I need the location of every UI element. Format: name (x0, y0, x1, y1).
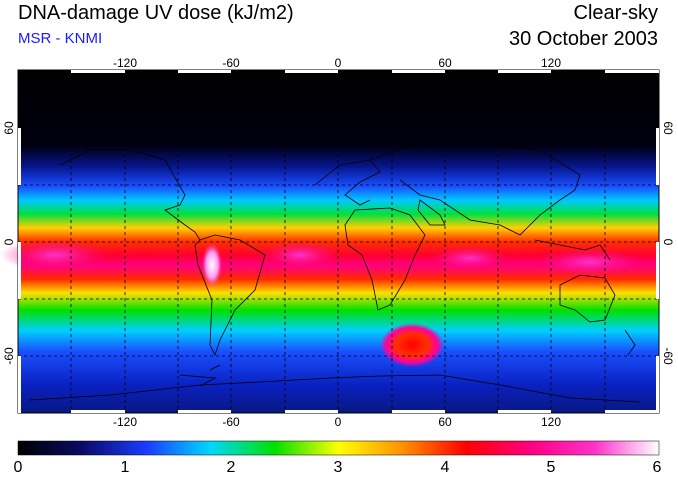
date-label: 30 October 2003 (509, 28, 658, 50)
lat-label: 60 (661, 121, 675, 135)
colorbar-label: 2 (226, 459, 236, 476)
lon-label: -60 (222, 56, 240, 70)
colorbar-label: 0 (13, 459, 23, 476)
map-title: DNA-damage UV dose (kJ/m2) (18, 2, 294, 24)
bottom-longitude-labels: -120 -60 0 60 120 (113, 415, 561, 429)
andes-maximum (202, 243, 222, 287)
colorbar-label: 5 (546, 459, 556, 476)
right-latitude-labels: 60 0 -60 (661, 121, 675, 365)
lat-label: -60 (2, 347, 16, 365)
lon-label: 60 (438, 56, 452, 70)
colorbar-label: 6 (652, 459, 662, 476)
lon-label: 120 (541, 56, 561, 70)
source-label: MSR - KNMI (18, 30, 103, 47)
uv-field (0, 70, 659, 413)
top-longitude-labels: -120 -60 0 60 120 (113, 56, 561, 70)
colorbar-label: 3 (333, 459, 343, 476)
map-frame (17, 69, 660, 414)
lon-label: -60 (222, 415, 240, 429)
lat-label: 0 (2, 238, 16, 245)
lon-label: -120 (113, 56, 137, 70)
southern-hotspot (380, 323, 444, 367)
colorbar (17, 440, 660, 456)
sky-condition-label: Clear-sky (573, 2, 658, 24)
left-latitude-labels: 60 0 -60 (2, 121, 16, 365)
lon-label: 0 (335, 415, 342, 429)
colorbar-label: 1 (120, 459, 130, 476)
lon-label: 120 (541, 415, 561, 429)
lon-label: 60 (438, 415, 452, 429)
lat-label: 60 (2, 121, 16, 135)
lon-label: -120 (113, 415, 137, 429)
colorbar-label: 4 (440, 459, 450, 476)
graticule (18, 70, 659, 413)
lat-label: 0 (661, 239, 675, 246)
lat-label: -60 (661, 347, 675, 365)
lon-label: 0 (335, 56, 342, 70)
